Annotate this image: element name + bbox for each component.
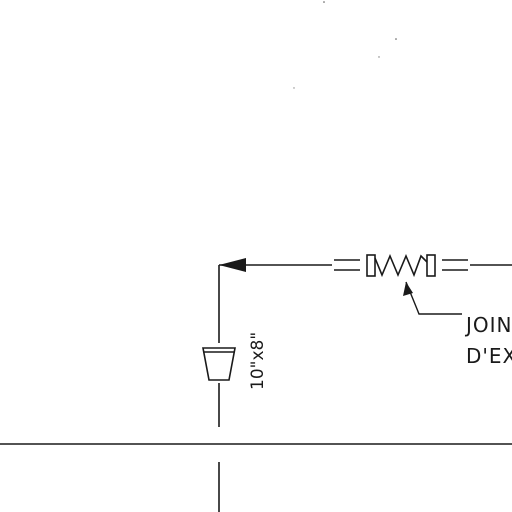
callout-label-line1: JOIN <box>464 313 512 337</box>
diffuser-symbol <box>202 347 236 381</box>
joint-callout-leader <box>403 281 462 315</box>
duct-size-label: 10"x8" <box>248 332 268 390</box>
callout-label-line2: D'EX <box>466 344 512 368</box>
leader-arrow-icon <box>403 282 413 296</box>
expansion-joint-symbol <box>366 253 436 278</box>
duct-break-marks <box>334 259 468 271</box>
flow-arrow-icon <box>219 258 246 272</box>
scan-specks <box>293 1 397 89</box>
